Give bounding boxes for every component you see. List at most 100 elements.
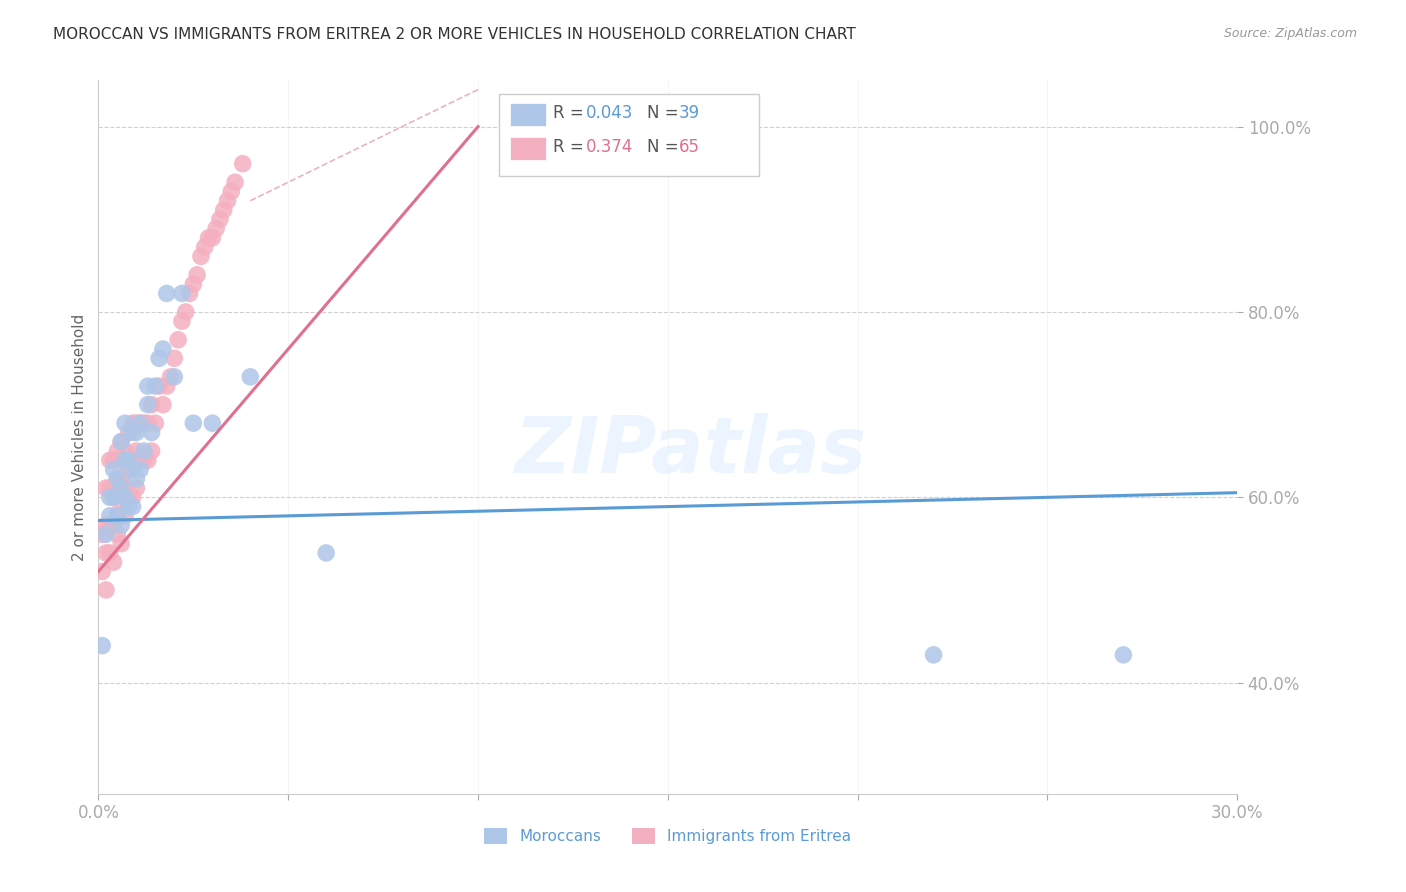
Point	[136, 416, 159, 430]
Point	[129, 416, 152, 430]
Point	[118, 462, 141, 476]
Point	[224, 175, 246, 189]
Point	[145, 416, 167, 430]
Text: 0.374: 0.374	[586, 138, 634, 156]
Point	[125, 444, 148, 458]
Point	[91, 565, 114, 579]
Point	[121, 491, 143, 505]
Point	[94, 481, 117, 495]
Point	[118, 425, 141, 440]
Point	[170, 314, 193, 328]
Point	[110, 481, 132, 495]
Point	[221, 185, 243, 199]
Text: N =: N =	[647, 138, 683, 156]
Point	[132, 453, 155, 467]
Point	[110, 434, 132, 449]
Point	[183, 416, 205, 430]
Point	[170, 286, 193, 301]
Point	[201, 231, 224, 245]
Point	[315, 546, 337, 560]
Point	[132, 444, 155, 458]
Text: 39: 39	[679, 104, 700, 122]
Point	[156, 286, 179, 301]
Text: 0.043: 0.043	[586, 104, 634, 122]
Point	[205, 221, 228, 235]
Point	[107, 472, 129, 486]
Point	[125, 416, 148, 430]
Point	[110, 472, 132, 486]
Text: R =: R =	[553, 138, 589, 156]
Point	[103, 491, 125, 505]
Point	[107, 527, 129, 541]
Point	[103, 555, 125, 569]
Point	[129, 453, 152, 467]
Point	[159, 369, 181, 384]
Point	[186, 268, 208, 282]
Point	[125, 425, 148, 440]
Point	[121, 416, 143, 430]
Point	[94, 518, 117, 533]
Point	[129, 462, 152, 476]
Point	[132, 416, 155, 430]
Y-axis label: 2 or more Vehicles in Household: 2 or more Vehicles in Household	[72, 313, 87, 561]
Point	[125, 472, 148, 486]
Point	[156, 379, 179, 393]
Point	[118, 453, 141, 467]
Point	[174, 305, 197, 319]
Point	[98, 546, 121, 560]
Text: R =: R =	[553, 104, 589, 122]
Point	[110, 434, 132, 449]
Point	[141, 425, 163, 440]
Point	[107, 472, 129, 486]
Point	[163, 369, 186, 384]
Point	[121, 462, 143, 476]
Point	[103, 462, 125, 476]
Point	[121, 453, 143, 467]
Point	[114, 481, 136, 495]
Point	[136, 398, 159, 412]
Text: ZIPatlas: ZIPatlas	[515, 413, 866, 490]
Point	[1112, 648, 1135, 662]
Point	[114, 453, 136, 467]
Point	[145, 379, 167, 393]
Point	[152, 398, 174, 412]
Point	[167, 333, 190, 347]
Point	[114, 508, 136, 523]
Point	[121, 500, 143, 514]
Point	[118, 491, 141, 505]
Point	[103, 453, 125, 467]
Point	[148, 351, 170, 366]
Point	[163, 351, 186, 366]
Point	[94, 527, 117, 541]
Point	[201, 416, 224, 430]
Point	[107, 508, 129, 523]
Point	[91, 639, 114, 653]
Text: MOROCCAN VS IMMIGRANTS FROM ERITREA 2 OR MORE VEHICLES IN HOUSEHOLD CORRELATION : MOROCCAN VS IMMIGRANTS FROM ERITREA 2 OR…	[53, 27, 856, 42]
Point	[114, 491, 136, 505]
Point	[103, 518, 125, 533]
Text: N =: N =	[647, 104, 683, 122]
Point	[183, 277, 205, 292]
Point	[179, 286, 201, 301]
Point	[94, 582, 117, 597]
Point	[98, 453, 121, 467]
Legend: Moroccans, Immigrants from Eritrea: Moroccans, Immigrants from Eritrea	[478, 822, 858, 850]
Point	[110, 536, 132, 550]
Point	[922, 648, 945, 662]
Point	[136, 379, 159, 393]
Point	[98, 481, 121, 495]
Point	[94, 546, 117, 560]
Point	[114, 416, 136, 430]
Point	[136, 453, 159, 467]
Point	[98, 518, 121, 533]
Point	[125, 481, 148, 495]
Point	[212, 202, 235, 217]
Point	[190, 249, 212, 263]
Point	[129, 416, 152, 430]
Point	[118, 500, 141, 514]
Point	[114, 444, 136, 458]
Point	[107, 508, 129, 523]
Point	[239, 369, 262, 384]
Point	[148, 379, 170, 393]
Point	[141, 398, 163, 412]
